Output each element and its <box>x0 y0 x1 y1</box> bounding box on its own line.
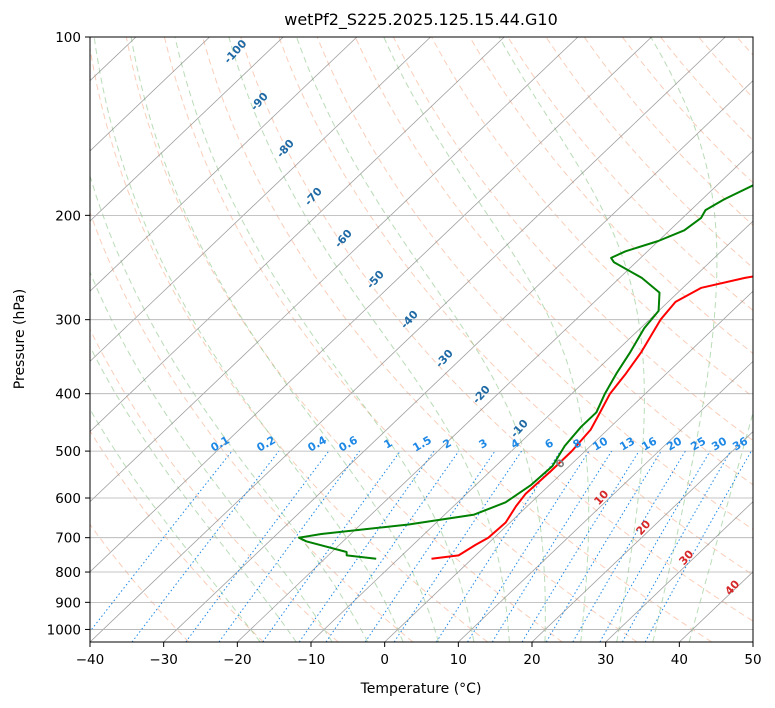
y-tick-label: 500 <box>55 444 81 460</box>
background-lines <box>90 37 753 642</box>
moist-adiabat-line <box>174 37 475 642</box>
x-tick-label: 20 <box>523 652 540 668</box>
dry-adiabat-line <box>354 37 753 486</box>
isotherm-line <box>90 37 505 433</box>
moist-adiabat-line <box>383 37 590 642</box>
moist-adiabat-line <box>688 411 753 642</box>
chart-title: wetPf2_S225.2025.125.15.44.G10 <box>284 10 558 30</box>
isotherm-line <box>384 290 753 642</box>
moist-adiabat-line <box>90 271 333 642</box>
mixing-ratio-line <box>435 450 561 642</box>
mixing-ratio-line <box>644 450 752 642</box>
isotherm-line <box>458 360 753 642</box>
isotherm-line <box>605 501 753 642</box>
dry-adiabat-line <box>392 37 753 442</box>
isotherm-line <box>310 220 753 642</box>
y-tick-label: 200 <box>55 208 81 224</box>
moist-adiabat-line <box>90 174 369 642</box>
dry-adiabat-line <box>431 37 753 398</box>
x-tick-label: −40 <box>76 652 105 668</box>
mixing-ratio-line <box>393 450 523 642</box>
mixing-ratio-line <box>218 450 361 642</box>
y-tick-label: 900 <box>55 595 81 611</box>
y-tick-label: 400 <box>55 387 81 403</box>
y-tick-label: 100 <box>55 30 81 46</box>
moist-adiabat-line <box>650 37 718 642</box>
dry-adiabat-line <box>469 37 753 355</box>
y-tick-label: 700 <box>55 531 81 547</box>
dry-adiabat-line <box>90 45 488 642</box>
moist-adiabat-line <box>90 345 297 642</box>
plot-background <box>90 37 753 642</box>
dry-adiabat-line <box>507 37 753 312</box>
x-tick-label: 0 <box>380 652 389 668</box>
dry-adiabat-line <box>240 37 753 622</box>
temperature-line <box>431 275 753 560</box>
mixing-ratio-line <box>325 450 460 642</box>
x-tick-label: −20 <box>223 652 252 668</box>
y-tick-label: 800 <box>55 565 81 581</box>
y-tick-label: 1000 <box>47 622 81 638</box>
isotherm-line <box>90 37 358 292</box>
isotherm-line <box>90 37 431 362</box>
mixing-ratio-line <box>185 450 330 642</box>
moist-adiabat-line <box>228 37 510 642</box>
x-tick-label: 10 <box>450 652 467 668</box>
mixing-ratio-line <box>467 450 590 642</box>
y-tick-label: 300 <box>55 313 81 329</box>
isotherm-line <box>752 641 753 642</box>
isotherm-line <box>90 37 210 152</box>
moist-adiabat-line <box>130 37 439 642</box>
y-tick-label: 600 <box>55 491 81 507</box>
mixing-ratio-line <box>621 450 732 642</box>
dry-adiabat-line <box>125 37 563 642</box>
y-axis-label: Pressure (hPa) <box>12 289 28 389</box>
isotherm-line <box>90 37 579 503</box>
x-tick-label: 50 <box>744 652 761 668</box>
dry-adiabat-line <box>163 37 638 642</box>
sounding-lines <box>298 184 753 560</box>
mixing-ratio-line <box>364 450 496 642</box>
x-tick-label: 30 <box>597 652 614 668</box>
isotherm-line <box>531 430 753 642</box>
x-tick-label: −30 <box>149 652 178 668</box>
isotherm-line <box>237 150 753 642</box>
isotherm-line <box>90 37 726 642</box>
dry-adiabat-line <box>278 37 753 576</box>
dry-adiabat-line <box>90 328 339 642</box>
moist-adiabat-line <box>90 408 261 642</box>
isotherm-line <box>163 80 753 642</box>
axes: −40 −30 −20 −10 0 10 20 30 40 50 100 200 300 400 500 60… <box>47 30 762 668</box>
dewpoint-line <box>298 184 753 560</box>
moist-adiabat-line <box>93 37 404 642</box>
isotherm-line <box>90 37 652 573</box>
x-axis-label: Temperature (°C) <box>360 681 482 697</box>
x-tick-label: −10 <box>297 652 326 668</box>
x-tick-label: 40 <box>671 652 688 668</box>
mixing-ratio-line <box>298 450 435 642</box>
mixing-ratio-line <box>521 450 640 642</box>
mixing-ratio-line <box>262 450 401 642</box>
plot-frame <box>89 36 754 643</box>
isotherm-line <box>90 37 284 222</box>
dry-adiabat-line <box>202 37 712 642</box>
